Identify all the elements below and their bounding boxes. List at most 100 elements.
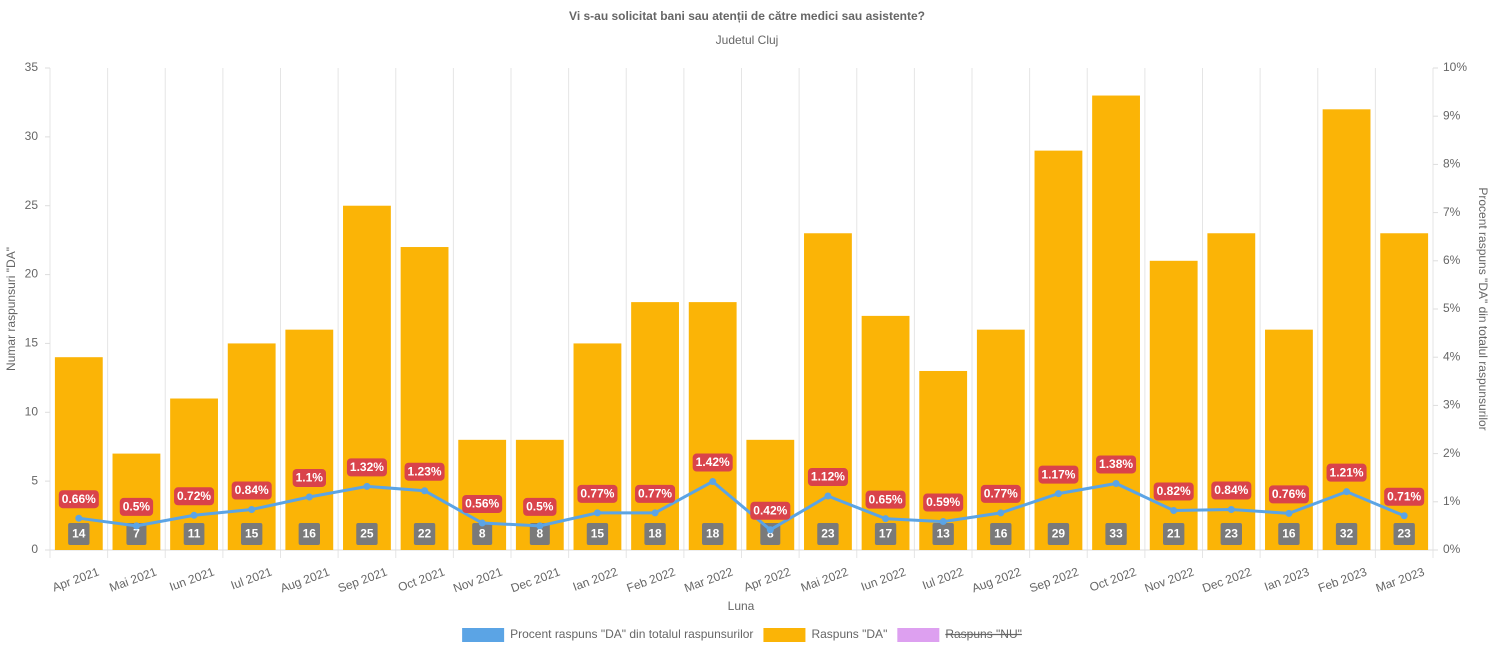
chart-title: Vi s-au solicitat bani sau atenții de că… <box>569 9 925 23</box>
y-tick-label: 25 <box>25 198 39 212</box>
bar-label-box <box>183 523 205 545</box>
line-point <box>75 514 83 522</box>
line-label: 0.5% <box>119 497 154 516</box>
x-tick-label: Mar 2023 <box>1374 565 1427 596</box>
x-tick-label: Apr 2022 <box>742 565 793 595</box>
bar <box>1265 329 1313 550</box>
line-label: 0.82% <box>1153 482 1194 501</box>
y-tick-label: 5 <box>31 473 38 487</box>
bar-label-box <box>874 523 897 545</box>
bar-label-box <box>298 523 320 545</box>
bar-label-text: 8 <box>479 527 486 541</box>
bar-label: 11 <box>183 523 205 545</box>
x-tick-label: Iul 2022 <box>920 565 965 593</box>
legend-label: Raspuns "NU" <box>945 627 1022 641</box>
bar <box>573 343 622 550</box>
bar-label-box <box>68 523 90 545</box>
y2-tick-label: 2% <box>1443 446 1461 460</box>
bar <box>343 205 391 550</box>
line-point <box>1285 509 1293 517</box>
x-tick-label: Mai 2022 <box>799 565 850 595</box>
legend-swatch <box>763 628 806 642</box>
line-label-text: 1.17% <box>1041 467 1075 481</box>
line-label: 1.12% <box>807 468 848 487</box>
bar-label-box <box>990 523 1012 545</box>
line-label-text: 1.12% <box>811 470 845 484</box>
bar-label: 8 <box>529 523 550 545</box>
bar-label-text: 18 <box>648 527 662 541</box>
bar-label-box <box>702 523 724 545</box>
line-label-box <box>635 484 676 503</box>
line-label: 0.77% <box>577 484 618 503</box>
line-label-text: 0.42% <box>753 503 787 517</box>
bar-label-box <box>1393 523 1415 545</box>
bar <box>400 247 449 550</box>
line-point <box>132 522 140 530</box>
line-label-text: 0.5% <box>526 500 554 514</box>
bar-label-box <box>529 523 550 545</box>
x-tick-label: Iun 2022 <box>859 565 908 594</box>
line-label: 0.76% <box>1268 485 1309 504</box>
line-point <box>824 492 832 500</box>
y2-tick-label: 5% <box>1443 301 1461 315</box>
bar-label: 16 <box>1278 523 1300 545</box>
line-label-text: 0.82% <box>1157 484 1191 498</box>
line-label-box <box>1096 455 1137 474</box>
line-label: 0.71% <box>1384 487 1425 506</box>
bar-label-box <box>1278 523 1300 545</box>
bar <box>631 302 679 550</box>
y-tick-label: 0 <box>31 542 38 556</box>
x-tick-label: Mar 2022 <box>682 565 735 596</box>
line-label-text: 0.59% <box>926 495 960 509</box>
line-label-box <box>119 497 154 516</box>
line-point <box>593 509 601 517</box>
line-label-text: 0.56% <box>465 497 499 511</box>
bar-label: 15 <box>241 523 263 545</box>
legend-swatch <box>462 628 505 642</box>
bar-label: 21 <box>1163 523 1185 545</box>
line-point <box>651 509 659 517</box>
x-tick-label: Sep 2022 <box>1027 565 1080 596</box>
bar-label-box <box>644 523 666 545</box>
bar-label: 16 <box>298 523 320 545</box>
y2-tick-label: 8% <box>1443 157 1461 171</box>
line-label-text: 0.72% <box>177 489 211 503</box>
bar-label-text: 16 <box>994 527 1008 541</box>
bar-label-box <box>586 523 609 545</box>
line-label: 0.65% <box>865 490 906 509</box>
bar-label-box <box>1047 523 1070 545</box>
bar-label: 33 <box>1105 523 1127 545</box>
x-tick-label: Nov 2022 <box>1143 565 1196 596</box>
bar-label-text: 15 <box>591 527 605 541</box>
y-tick-label: 20 <box>25 267 39 281</box>
line-label-text: 1.42% <box>696 455 730 469</box>
line-label: 0.84% <box>1211 481 1252 500</box>
bar-label-text: 29 <box>1052 527 1066 541</box>
y2-tick-label: 4% <box>1443 349 1461 363</box>
line-label-text: 0.76% <box>1272 487 1306 501</box>
line-label: 0.59% <box>923 493 964 512</box>
y2-tick-label: 10% <box>1443 60 1467 74</box>
line-label: 1.23% <box>404 462 445 481</box>
line-label-text: 0.84% <box>235 483 269 497</box>
x-tick-label: Aug 2021 <box>278 565 331 596</box>
chart-subtitle: Judetul Cluj <box>716 33 779 47</box>
bar-label-box <box>356 523 378 545</box>
line-point <box>709 478 717 486</box>
line-label-box <box>750 501 791 520</box>
bar-label-box <box>1105 523 1127 545</box>
line-label-text: 0.77% <box>580 487 614 501</box>
bar-label: 14 <box>68 523 90 545</box>
x-tick-label: Nov 2021 <box>451 565 504 596</box>
line-label-box <box>58 490 99 509</box>
bar-label-text: 13 <box>937 527 951 541</box>
bar <box>1322 109 1371 551</box>
line-label-box <box>1153 482 1194 501</box>
y2-tick-label: 0% <box>1443 542 1461 556</box>
y-axis-title: Numar raspunsuri "DA" <box>4 247 18 371</box>
bar <box>976 329 1025 550</box>
line-point <box>882 515 890 523</box>
line-label-box <box>346 458 387 477</box>
x-tick-label: Dec 2022 <box>1200 565 1253 596</box>
bar-label-box <box>241 523 263 545</box>
